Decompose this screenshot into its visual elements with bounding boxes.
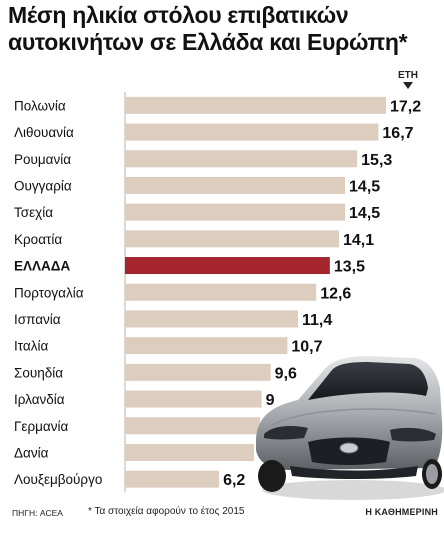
bar-11 [125,390,262,408]
chart-title: Μέση ηλικία στόλου επιβατικών αυτοκινήτω… [8,2,408,55]
category-label-5: Κροατία [14,232,62,247]
category-label-9: Ιταλία [14,339,48,354]
bar-13 [125,443,254,461]
category-label-14: Λουξεμβούργο [14,472,102,487]
category-label-6: ΕΛΛΑΔΑ [14,259,70,274]
bar-6 [125,257,330,275]
value-label-5: 14,1 [343,232,374,249]
category-label-10: Σουηδία [14,365,63,380]
unit-label: ΕΤΗ [398,70,418,81]
bar-1 [125,123,379,141]
bar-8 [125,310,298,328]
bar-5 [125,230,339,248]
value-label-14: 6,2 [223,472,245,489]
bar-10 [125,363,271,381]
value-label-8: 11,4 [302,312,332,329]
value-label-2: 15,3 [361,152,392,169]
source-text: ΠΗΓΗ: ACEA [12,508,63,518]
category-label-3: Ουγγαρία [14,178,72,193]
value-label-1: 16,7 [382,125,413,142]
category-label-4: Τσεχία [14,205,53,220]
category-label-13: Δανία [14,445,49,460]
bar-12 [125,417,261,435]
category-label-7: Πορτογαλία [14,285,84,300]
bar-2 [125,150,358,168]
category-label-1: Λιθουανία [14,125,74,140]
bar-0 [125,96,386,114]
value-label-0: 17,2 [390,98,421,115]
value-label-3: 14,5 [349,178,380,195]
value-label-11: 9 [266,392,275,409]
value-label-6: 13,5 [334,259,365,276]
category-label-12: Γερμανία [14,419,68,434]
value-label-9: 10,7 [291,339,322,356]
value-label-4: 14,5 [349,205,380,222]
bar-4 [125,203,346,221]
category-label-8: Ισπανία [14,312,61,327]
value-label-7: 12,6 [320,285,351,302]
car-illustration [256,356,444,500]
bar-3 [125,176,346,194]
footnote-text: * Τα στοιχεία αφορούν το έτος 2015 [88,506,245,517]
category-label-2: Ρουμανία [14,152,71,167]
category-label-0: Πολωνία [14,98,66,113]
value-label-10: 9,6 [275,365,297,382]
bar-9 [125,337,288,355]
bar-14 [125,470,220,488]
unit-arrow-icon [403,82,413,89]
bar-7 [125,283,317,301]
publisher-logo: Η ΚΑΘΗΜΕΡΙΝΗ [365,507,438,517]
category-label-11: Ιρλανδία [14,392,65,407]
